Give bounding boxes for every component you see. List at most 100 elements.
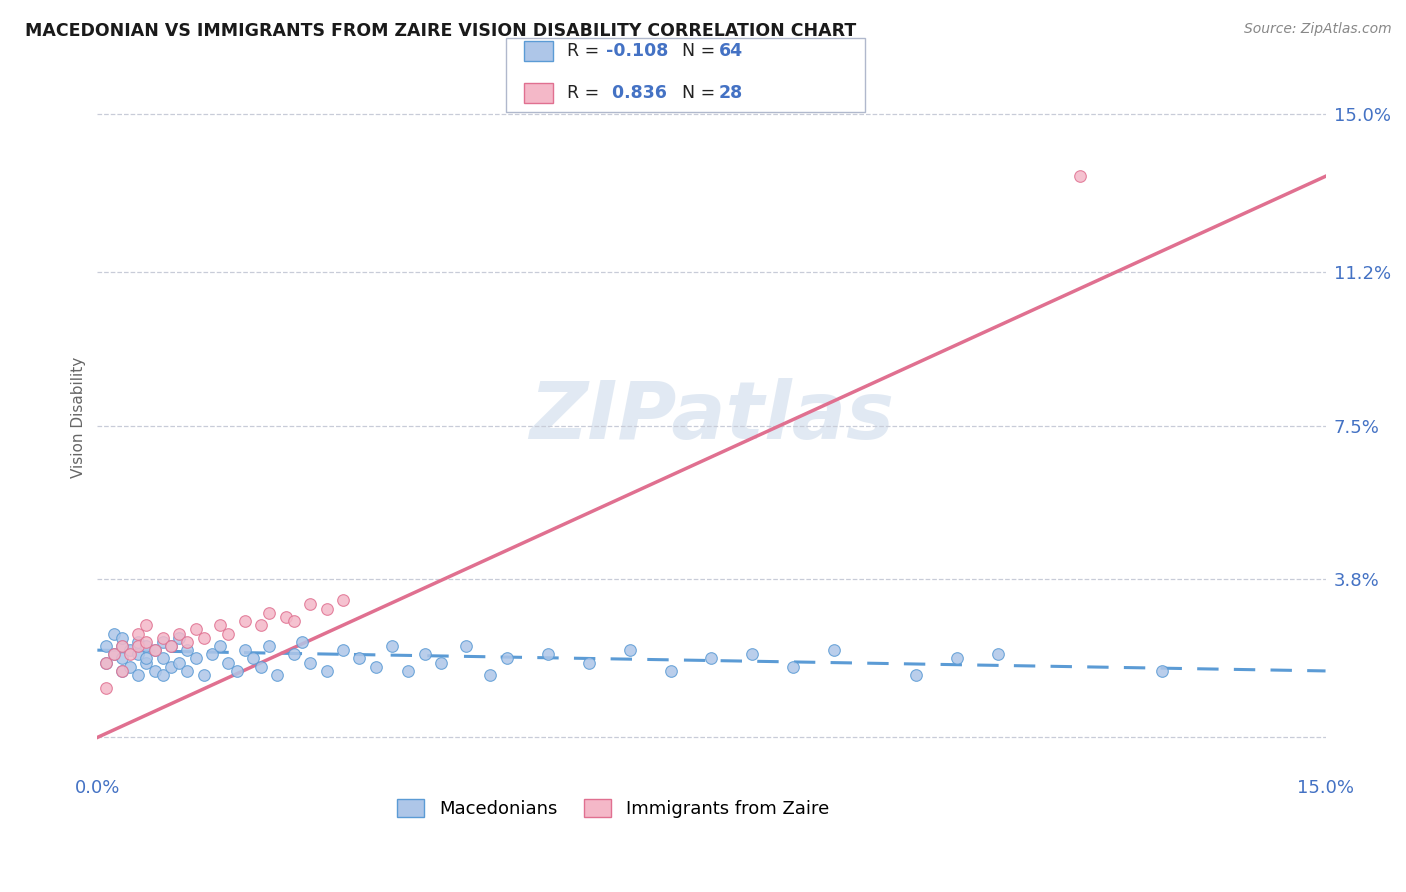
Point <box>152 635 174 649</box>
Point <box>143 643 166 657</box>
Point <box>111 664 134 678</box>
Point <box>135 635 157 649</box>
Point <box>103 648 125 662</box>
Point <box>364 660 387 674</box>
Point <box>120 660 142 674</box>
Point <box>413 648 436 662</box>
Point <box>152 651 174 665</box>
Text: MACEDONIAN VS IMMIGRANTS FROM ZAIRE VISION DISABILITY CORRELATION CHART: MACEDONIAN VS IMMIGRANTS FROM ZAIRE VISI… <box>25 22 856 40</box>
Point <box>167 656 190 670</box>
Point <box>782 660 804 674</box>
Point <box>315 664 337 678</box>
Point <box>250 660 273 674</box>
Text: R =: R = <box>567 42 605 60</box>
Point <box>332 643 354 657</box>
Point <box>332 593 354 607</box>
Point <box>381 639 404 653</box>
Point <box>152 668 174 682</box>
Point <box>120 648 142 662</box>
Point <box>127 668 149 682</box>
Point <box>94 656 117 670</box>
Point <box>111 651 134 665</box>
Point <box>176 635 198 649</box>
Point <box>209 618 232 632</box>
Point <box>217 656 239 670</box>
Point <box>193 631 215 645</box>
Y-axis label: Vision Disability: Vision Disability <box>72 357 86 478</box>
Point <box>217 626 239 640</box>
Point <box>184 651 207 665</box>
Point <box>94 681 117 695</box>
Point <box>127 639 149 653</box>
Point <box>315 601 337 615</box>
Point <box>94 656 117 670</box>
Point <box>111 639 134 653</box>
Point <box>103 626 125 640</box>
Point <box>430 656 453 670</box>
Point <box>135 639 157 653</box>
Point <box>135 651 157 665</box>
Point <box>299 656 322 670</box>
Text: N =: N = <box>682 84 721 102</box>
Point <box>127 635 149 649</box>
Point <box>233 643 256 657</box>
Point <box>176 664 198 678</box>
Point <box>619 643 641 657</box>
Point <box>291 635 314 649</box>
Point <box>659 664 682 678</box>
Point <box>946 651 969 665</box>
Point <box>454 639 477 653</box>
Point <box>398 664 420 678</box>
Point <box>259 639 281 653</box>
Point <box>160 639 183 653</box>
Point <box>184 623 207 637</box>
Text: 0.836: 0.836 <box>606 84 666 102</box>
Legend: Macedonians, Immigrants from Zaire: Macedonians, Immigrants from Zaire <box>389 791 837 825</box>
Point <box>905 668 928 682</box>
Point <box>823 643 845 657</box>
Text: 64: 64 <box>718 42 742 60</box>
Point <box>537 648 560 662</box>
Point <box>103 648 125 662</box>
Point <box>233 614 256 628</box>
Text: ZIPatlas: ZIPatlas <box>529 378 894 457</box>
Point <box>283 648 305 662</box>
Point <box>127 626 149 640</box>
Text: R =: R = <box>567 84 605 102</box>
Point <box>176 643 198 657</box>
Point <box>167 631 190 645</box>
Point <box>201 648 224 662</box>
Text: Source: ZipAtlas.com: Source: ZipAtlas.com <box>1244 22 1392 37</box>
Point <box>578 656 600 670</box>
Point <box>242 651 264 665</box>
Text: 28: 28 <box>718 84 742 102</box>
Point <box>225 664 247 678</box>
Point <box>266 668 288 682</box>
Point <box>741 648 763 662</box>
Text: -0.108: -0.108 <box>606 42 668 60</box>
Point <box>94 639 117 653</box>
Point <box>111 631 134 645</box>
Point <box>160 639 183 653</box>
Point <box>1150 664 1173 678</box>
Point <box>299 598 322 612</box>
Point <box>259 606 281 620</box>
Point <box>160 660 183 674</box>
Point <box>349 651 371 665</box>
Point <box>495 651 517 665</box>
Point <box>987 648 1010 662</box>
Point <box>209 639 232 653</box>
Point <box>1069 169 1091 184</box>
Point <box>111 664 134 678</box>
Point <box>143 664 166 678</box>
Point <box>152 631 174 645</box>
Point <box>111 639 134 653</box>
Point <box>274 610 297 624</box>
Point <box>283 614 305 628</box>
Point <box>135 656 157 670</box>
Text: N =: N = <box>682 42 721 60</box>
Point <box>193 668 215 682</box>
Point <box>143 643 166 657</box>
Point <box>700 651 723 665</box>
Point <box>250 618 273 632</box>
